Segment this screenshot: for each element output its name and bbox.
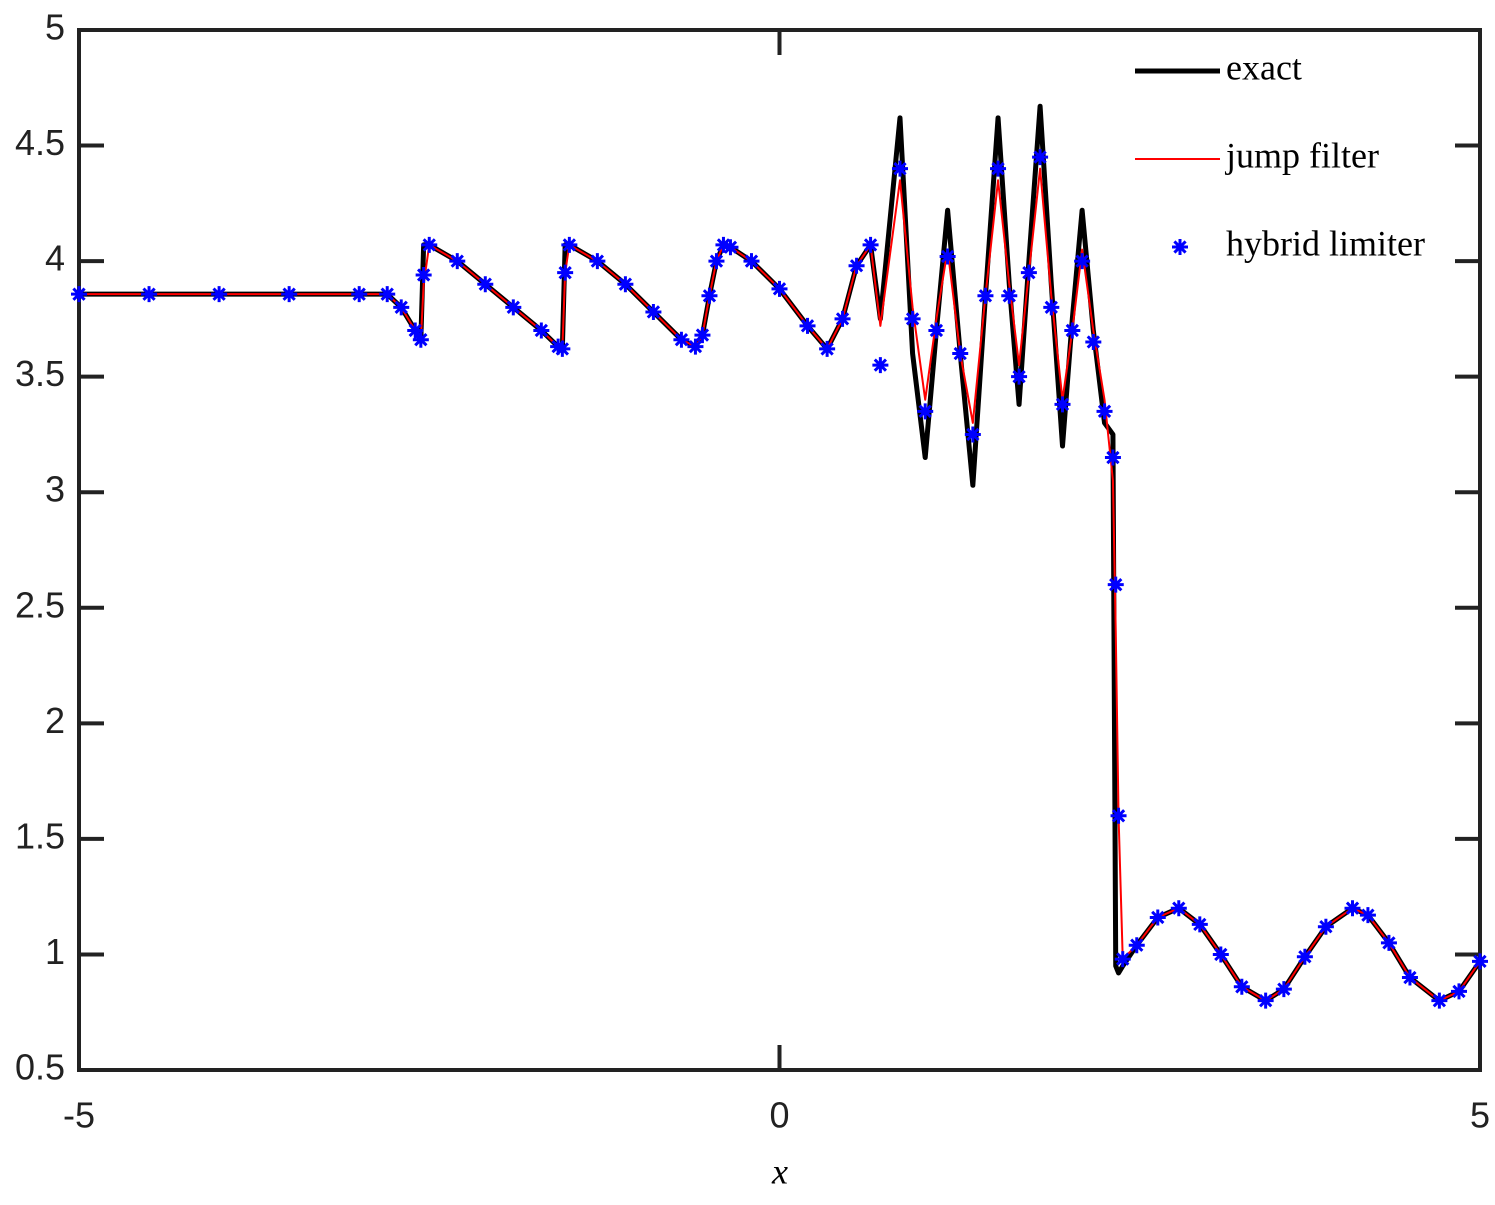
data-marker	[505, 299, 522, 316]
data-marker	[1064, 322, 1081, 339]
y-tick-label: 1	[45, 931, 65, 972]
data-marker	[687, 338, 704, 355]
data-marker	[1170, 900, 1187, 917]
data-marker	[771, 280, 788, 297]
legend-swatch	[1172, 239, 1188, 255]
data-marker	[952, 345, 969, 362]
data-marker	[1107, 576, 1124, 593]
data-marker	[1344, 900, 1361, 917]
data-marker	[1114, 951, 1131, 968]
data-marker	[1233, 978, 1250, 995]
data-marker	[1104, 449, 1121, 466]
data-marker	[904, 310, 921, 327]
data-marker	[1085, 334, 1102, 350]
data-marker	[1074, 253, 1091, 270]
data-marker	[1380, 934, 1397, 951]
y-tick-label: 1.5	[15, 815, 65, 856]
data-marker	[1296, 948, 1313, 965]
data-marker	[872, 357, 889, 374]
y-tick-label: 3	[45, 469, 65, 510]
data-marker	[701, 287, 718, 304]
data-marker	[617, 276, 634, 293]
data-marker	[722, 239, 739, 256]
y-tick-label: 4	[45, 238, 65, 279]
data-marker	[848, 257, 865, 274]
y-tick-label: 2	[45, 700, 65, 741]
data-marker	[891, 160, 908, 177]
data-marker	[1191, 916, 1208, 933]
data-marker	[561, 236, 578, 253]
data-marker	[708, 253, 725, 270]
data-line	[79, 167, 1481, 1002]
data-marker	[928, 322, 945, 339]
data-marker	[1032, 149, 1049, 166]
data-marker	[1043, 299, 1060, 316]
y-tick-label: 3.5	[15, 353, 65, 394]
data-marker	[990, 160, 1007, 177]
data-marker	[557, 264, 574, 281]
x-tick-label: 0	[769, 1095, 789, 1136]
data-marker	[351, 286, 368, 303]
data-marker	[412, 331, 429, 348]
data-marker	[533, 322, 550, 339]
data-marker	[415, 266, 432, 283]
data-marker	[1001, 287, 1018, 304]
data-marker	[819, 340, 836, 357]
legend-label: jump filter	[1224, 135, 1379, 175]
data-marker	[1450, 983, 1467, 1000]
data-marker	[743, 253, 760, 270]
data-marker	[589, 253, 606, 270]
data-marker	[862, 236, 879, 253]
data-marker	[1011, 368, 1028, 385]
data-marker	[1149, 909, 1166, 926]
data-marker	[407, 322, 424, 339]
data-marker	[694, 327, 711, 344]
data-marker	[211, 286, 228, 303]
data-marker	[1054, 396, 1071, 413]
data-marker	[1096, 403, 1113, 420]
data-marker	[1128, 937, 1145, 954]
data-marker	[477, 276, 494, 293]
data-marker	[1317, 918, 1334, 935]
data-marker	[1257, 992, 1274, 1009]
data-marker	[449, 253, 466, 270]
plot-frame	[77, 28, 1482, 1072]
data-marker	[281, 286, 298, 303]
data-marker	[554, 340, 571, 357]
data-marker	[1110, 807, 1127, 824]
data-marker	[939, 248, 956, 265]
data-marker	[1212, 946, 1229, 963]
data-marker	[421, 236, 438, 253]
data-marker	[917, 403, 934, 420]
y-tick-label: 4.5	[15, 122, 65, 163]
data-marker	[141, 286, 158, 303]
x-tick-label: -5	[63, 1095, 95, 1136]
data-marker	[1020, 264, 1037, 281]
data-marker	[715, 236, 732, 253]
data-marker	[964, 426, 981, 443]
data-marker	[834, 310, 851, 327]
y-tick-label: 5	[45, 7, 65, 48]
data-marker	[673, 331, 690, 348]
x-tick-label: 5	[1470, 1095, 1490, 1136]
legend-label: hybrid limiter	[1226, 223, 1425, 263]
data-marker	[393, 299, 410, 316]
data-marker	[977, 287, 994, 304]
data-marker	[1275, 981, 1292, 998]
data-marker	[1401, 969, 1418, 986]
data-marker	[645, 303, 662, 320]
data-marker	[379, 286, 396, 303]
x-axis-label: x	[771, 1151, 788, 1191]
y-tick-label: 2.5	[15, 584, 65, 625]
y-tick-label: 0.5	[15, 1047, 65, 1088]
data-marker	[1359, 907, 1376, 924]
data-marker	[1431, 992, 1448, 1009]
legend-label: exact	[1226, 47, 1302, 87]
data-marker	[1472, 953, 1488, 970]
data-marker	[71, 286, 87, 303]
data-marker	[799, 317, 816, 334]
